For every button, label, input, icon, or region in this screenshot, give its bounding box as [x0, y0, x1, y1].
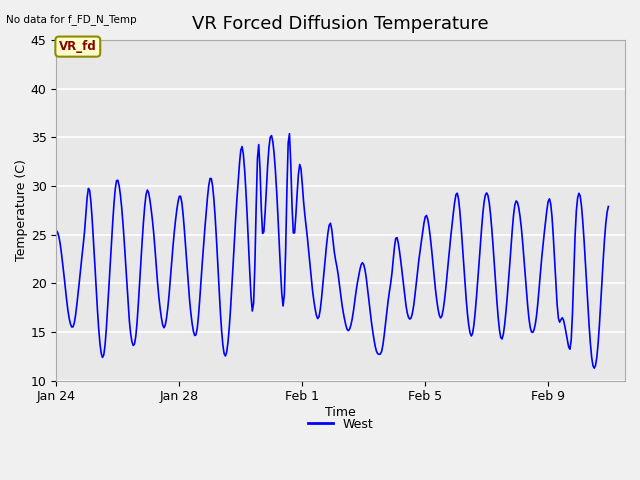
X-axis label: Time: Time	[325, 406, 356, 419]
Legend: West: West	[303, 413, 379, 436]
Text: No data for f_FD_N_Temp: No data for f_FD_N_Temp	[6, 14, 137, 25]
Title: VR Forced Diffusion Temperature: VR Forced Diffusion Temperature	[193, 15, 489, 33]
Text: VR_fd: VR_fd	[59, 40, 97, 53]
Y-axis label: Temperature (C): Temperature (C)	[15, 159, 28, 261]
